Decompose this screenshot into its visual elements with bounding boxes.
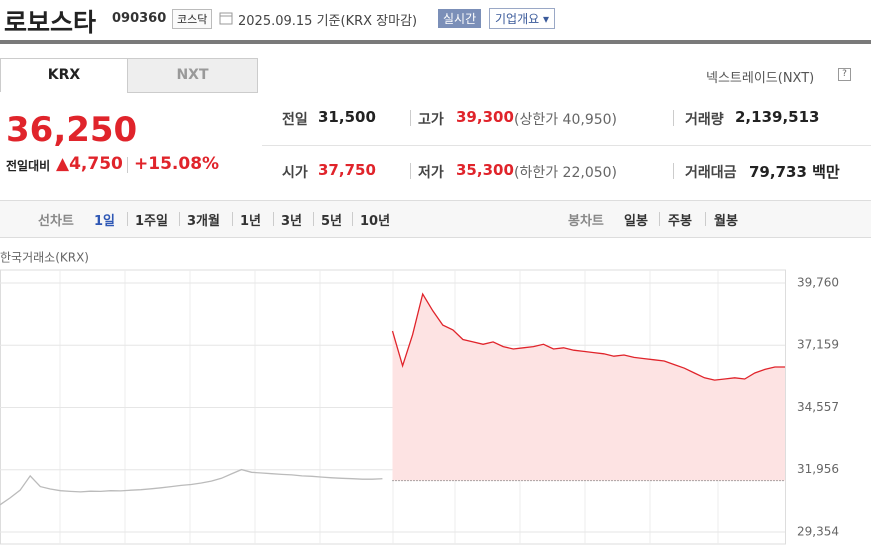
divider [410,163,411,179]
stat-label: 거래량 [685,112,724,128]
period-option[interactable]: 3개월 [187,214,220,229]
stat-unit: 백만 [812,163,840,181]
line [391,292,785,381]
date: 2025.09.15 기준(KRX 장마감) [238,10,417,29]
chart-subtitle: 한국거래소(KRX) [0,251,89,265]
separator [313,212,314,226]
stat-label: 전일 [282,112,308,128]
change: ▲4,750 [56,154,123,174]
y-tick-label: 37,159 [797,338,839,352]
stock-code: 090360 [112,11,167,26]
y-tick-label: 29,354 [797,525,839,539]
period-option[interactable]: 3년 [281,214,303,229]
stat-label: 고가 [418,112,444,128]
chart: 한국거래소(KRX) 39,760 37,159 34,557 31,956 29,35… [0,251,839,545]
company-button[interactable]: 기업개요 ▾ [489,8,556,29]
realtime-button[interactable]: 실시간 [438,9,482,28]
stat-label: 저가 [418,165,444,181]
period-option[interactable]: 5년 [321,214,343,229]
separator [232,212,233,226]
date-basis: 기준(KRX 장마감) [316,14,418,29]
line [0,468,383,506]
period-option[interactable]: 1일 [94,214,116,229]
separator [659,212,660,226]
change-label: 전일대비 [6,159,51,173]
stat-value: 31,500 [318,108,376,126]
tab-krx[interactable]: KRX [0,58,128,92]
y-tick-label: 31,956 [797,462,839,476]
separator [179,212,180,226]
period-option[interactable]: 1주일 [135,214,168,229]
candle-chart-label: 봉차트 [568,214,604,229]
change-value: 4,750 [69,154,123,174]
stat-number: 79,733 [749,163,807,181]
period-option[interactable]: 일봉 [624,214,648,229]
y-tick-label: 34,557 [797,400,839,414]
stat-value: 2,139,513 [735,108,820,126]
separator [127,212,128,226]
stock-name: 로보스타 [4,8,97,37]
divider [410,110,411,126]
current-price: 36,250 [6,110,138,150]
date-value: 2025.09.15 [238,14,313,29]
stat-value: 35,300 [456,161,514,179]
market-badge: 코스닥 [172,9,213,29]
company-label: 기업개요 [495,12,540,26]
stats-rule [262,145,871,146]
help-icon[interactable]: ? [838,68,851,81]
divider [127,157,128,173]
period-option[interactable]: 10년 [360,214,391,229]
separator [352,212,353,226]
area [392,294,785,481]
stat-value: 79,733 백만 [749,161,840,182]
divider [673,163,674,179]
stat-value: 37,750 [318,161,376,179]
separator [705,212,706,226]
change-rate: +15.08% [134,154,220,174]
line-chart-label: 선차트 [38,214,74,229]
stat-label: 거래대금 [685,165,737,181]
divider [673,110,674,126]
period-option[interactable]: 1년 [240,214,262,229]
stat-label: 시가 [282,165,308,181]
stat-note: (상한가 40,950) [514,112,618,128]
stat-value: 39,300 [456,108,514,126]
period-bar [0,200,871,238]
period-option[interactable]: 주봉 [668,214,692,229]
header-rule [0,40,871,44]
y-tick-label: 39,760 [797,276,839,290]
tab-nxt[interactable]: NXT [127,58,258,93]
period-option[interactable]: 월봉 [714,214,738,229]
separator [273,212,274,226]
stat-note: (하한가 22,050) [514,165,618,181]
nxt-link[interactable]: 넥스트레이드(NXT) [706,71,815,86]
calendar-icon [219,12,233,25]
